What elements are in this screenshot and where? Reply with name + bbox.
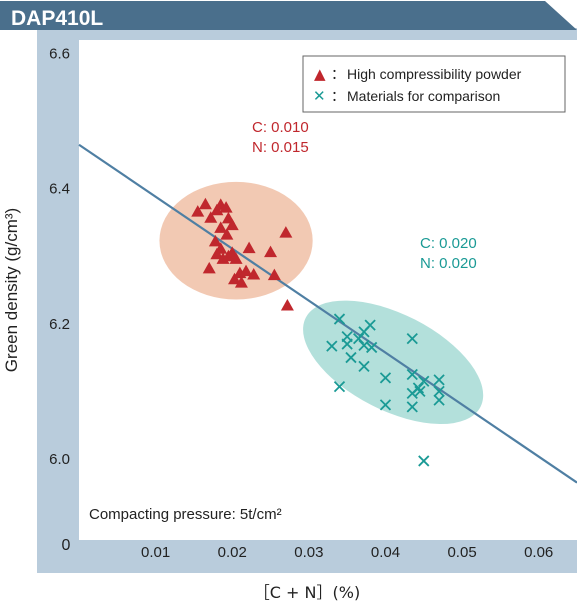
legend-box xyxy=(302,55,566,113)
triangle-point xyxy=(198,197,212,210)
cross-point xyxy=(341,338,353,350)
legend-separator-2: ： xyxy=(331,89,345,105)
cross-stroke xyxy=(345,351,357,364)
cross-point xyxy=(418,455,430,467)
triangle-point xyxy=(210,247,224,260)
legend-cross-icon: ✕ xyxy=(313,87,326,105)
cross-point xyxy=(406,368,418,381)
triangle-point xyxy=(208,234,222,247)
cross-point xyxy=(333,380,346,393)
cross-stroke xyxy=(358,360,370,372)
y-tick-label: 6.0 xyxy=(49,451,70,468)
triangle-point xyxy=(228,272,242,285)
cross-point xyxy=(333,313,346,325)
cross-stroke xyxy=(412,382,425,394)
cross-point xyxy=(345,351,357,364)
plot-area xyxy=(79,40,577,540)
triangle-point xyxy=(242,241,256,254)
legend-label-1: High compressibility powder xyxy=(347,66,522,82)
legend-label-2: Materials for comparison xyxy=(347,88,500,104)
cross-stroke xyxy=(326,340,338,352)
cross-stroke xyxy=(406,401,418,413)
y-tick-label: 6.2 xyxy=(49,316,70,333)
data-points xyxy=(191,197,445,467)
y-tick-label: 6.6 xyxy=(49,46,70,63)
cross-stroke xyxy=(414,385,426,397)
triangle-point xyxy=(280,299,294,311)
cross-stroke xyxy=(406,333,418,345)
triangle-point xyxy=(219,201,233,213)
trend-line xyxy=(78,143,577,484)
cross-stroke xyxy=(333,313,346,325)
cross-point xyxy=(433,385,445,397)
origin-label: 0 xyxy=(62,537,71,554)
x-tick-label: 0.05 xyxy=(447,544,476,561)
cross-stroke xyxy=(353,333,365,345)
cross-stroke xyxy=(433,374,445,386)
cross-stroke xyxy=(379,372,392,384)
triangle-point xyxy=(247,267,261,280)
chart-header-title: DAP410L xyxy=(11,7,103,30)
cross-point xyxy=(326,340,338,352)
cross-stroke xyxy=(333,380,346,393)
y-tick-label: 6.4 xyxy=(49,181,70,198)
cross-stroke xyxy=(433,394,445,406)
x-tick-label: 0.03 xyxy=(294,544,323,561)
compacting-pressure-annotation: Compacting pressure: 5t/cm² xyxy=(89,506,282,523)
cross-stroke xyxy=(418,455,430,467)
legend: ▲ ： High compressibility powder ✕ ： Mate… xyxy=(302,55,566,113)
cross-point xyxy=(358,326,370,338)
triangle-point xyxy=(239,264,253,277)
triangle-point xyxy=(229,252,243,264)
series-1-label-line-2: N: 0.015 xyxy=(252,139,309,156)
series-1-label-line-1: C: 0.010 xyxy=(252,119,309,136)
legend-separator-1: ： xyxy=(331,67,345,83)
cross-point xyxy=(358,360,370,372)
cross-point xyxy=(418,375,430,387)
triangle-point xyxy=(214,221,228,233)
cross-point xyxy=(353,333,365,345)
triangle-point xyxy=(204,211,218,223)
cross-point xyxy=(406,401,418,413)
cross-stroke xyxy=(379,399,392,411)
triangle-point xyxy=(191,205,205,217)
x-tick-label: 0.04 xyxy=(371,544,400,561)
cross-stroke xyxy=(433,385,445,397)
cross-stroke xyxy=(418,375,430,387)
triangle-point xyxy=(220,228,234,240)
cross-point xyxy=(406,333,418,345)
triangle-point xyxy=(279,226,293,238)
triangle-point xyxy=(202,261,216,274)
cross-point xyxy=(379,399,392,411)
cross-stroke xyxy=(366,341,378,354)
header-bar xyxy=(0,1,577,30)
triangle-point xyxy=(264,245,278,258)
cross-stroke xyxy=(341,338,353,350)
cross-point xyxy=(379,372,392,384)
cross-point xyxy=(433,374,445,386)
cross-point xyxy=(412,382,425,394)
series-2-label-line-1: C: 0.020 xyxy=(420,235,477,252)
cross-stroke xyxy=(406,368,418,381)
cross-point xyxy=(414,385,426,397)
legend-triangle-icon: ▲ xyxy=(314,65,326,83)
axis-ticks: 0.01 0.02 0.03 0.04 0.05 0.06 6.0 6.2 6.4 6.6 xyxy=(49,46,553,561)
x-tick-label: 0.06 xyxy=(524,544,553,561)
cross-stroke xyxy=(358,326,370,338)
x-axis-label: ［C + N］(%) xyxy=(254,583,360,602)
triangle-point xyxy=(267,268,281,281)
y-axis-label: Green density (g/cm³) xyxy=(2,208,21,372)
x-tick-label: 0.02 xyxy=(218,544,247,561)
cross-point xyxy=(366,341,378,354)
triangle-point xyxy=(225,218,239,231)
cross-point xyxy=(433,394,445,406)
series-2-label-line-2: N: 0.020 xyxy=(420,255,477,272)
triangle-point xyxy=(234,276,248,288)
x-tick-label: 0.01 xyxy=(141,544,170,561)
